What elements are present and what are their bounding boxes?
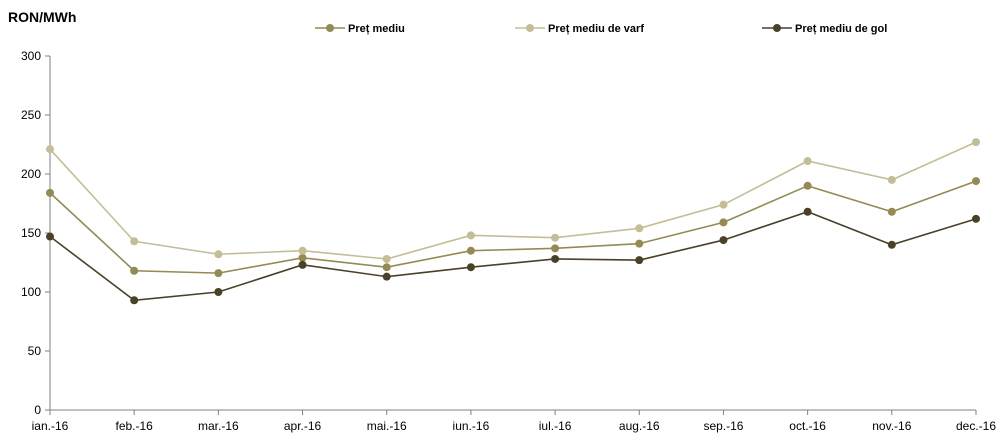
x-tick-label: dec.-16 [956, 419, 996, 433]
y-axis: 0 50 100 150 200 250 300 [21, 49, 51, 417]
data-point [382, 254, 391, 263]
data-point [466, 246, 475, 255]
x-tick-label: sep.-16 [703, 419, 743, 433]
data-point [551, 233, 560, 242]
series-1 [46, 177, 980, 278]
x-tick-label: feb.-16 [116, 419, 154, 433]
data-point [551, 244, 560, 253]
data-point [298, 260, 307, 269]
data-point [635, 224, 644, 233]
data-point [130, 266, 139, 275]
data-point [466, 263, 475, 272]
x-tick-label: nov.-16 [872, 419, 911, 433]
data-point [972, 214, 980, 223]
data-point [46, 232, 54, 241]
x-axis: ian.-16 feb.-16 mar.-16 apr.-16 mai.-16 iun.-… [32, 409, 996, 433]
data-point [887, 240, 896, 249]
data-point [635, 256, 644, 265]
data-point [887, 175, 896, 184]
data-point [214, 269, 223, 278]
y-tick-label: 150 [21, 226, 41, 240]
y-tick-label: 200 [21, 167, 41, 181]
data-point [130, 237, 139, 246]
data-point [214, 250, 223, 259]
legend-label: Preț mediu de varf [548, 23, 644, 35]
legend-item-1: Preț mediu [315, 23, 405, 35]
x-tick-label: iun.-16 [453, 419, 490, 433]
y-tick-label: 100 [21, 285, 41, 299]
legend-label: Preț mediu de gol [795, 23, 887, 35]
legend-marker [326, 24, 334, 32]
data-point [719, 218, 728, 227]
data-point [466, 231, 475, 240]
y-tick-label: 250 [21, 108, 41, 122]
legend-marker [773, 24, 781, 32]
legend-item-2: Preț mediu de varf [515, 23, 644, 35]
series-2 [46, 138, 980, 263]
legend-marker [526, 24, 534, 32]
x-tick-label: apr.-16 [284, 419, 322, 433]
legend: Preț mediu Preț mediu de varf Preț mediu d… [315, 23, 887, 35]
x-tick-label: aug.-16 [619, 419, 660, 433]
x-tick-label: iul.-16 [539, 419, 572, 433]
data-point [972, 177, 980, 186]
series-layer [46, 138, 980, 305]
data-point [46, 188, 54, 197]
series-line [49, 141, 977, 260]
data-point [298, 253, 307, 262]
data-point [298, 246, 307, 255]
series-line [49, 210, 977, 302]
x-tick-label: mai.-16 [367, 419, 407, 433]
data-point [382, 272, 391, 281]
data-point [551, 254, 560, 263]
data-point [46, 145, 54, 154]
data-point [803, 157, 812, 166]
data-point [803, 181, 812, 190]
x-tick-label: oct.-16 [789, 419, 826, 433]
data-point [635, 239, 644, 248]
x-tick-label: ian.-16 [32, 419, 69, 433]
data-point [214, 288, 223, 296]
y-axis-label: RON/MWh [8, 9, 76, 25]
data-point [887, 207, 896, 216]
data-point [130, 296, 139, 305]
y-tick-label: 50 [28, 344, 42, 358]
legend-item-3: Preț mediu de gol [762, 23, 887, 35]
series-line [49, 180, 977, 274]
data-point [382, 263, 391, 272]
data-point [719, 200, 728, 209]
data-point [972, 138, 980, 147]
data-point [719, 236, 728, 245]
y-tick-label: 0 [34, 403, 41, 417]
x-tick-label: mar.-16 [198, 419, 239, 433]
series-3 [46, 207, 980, 305]
legend-label: Preț mediu [348, 23, 405, 35]
y-tick-label: 300 [21, 49, 41, 63]
data-point [803, 207, 812, 216]
